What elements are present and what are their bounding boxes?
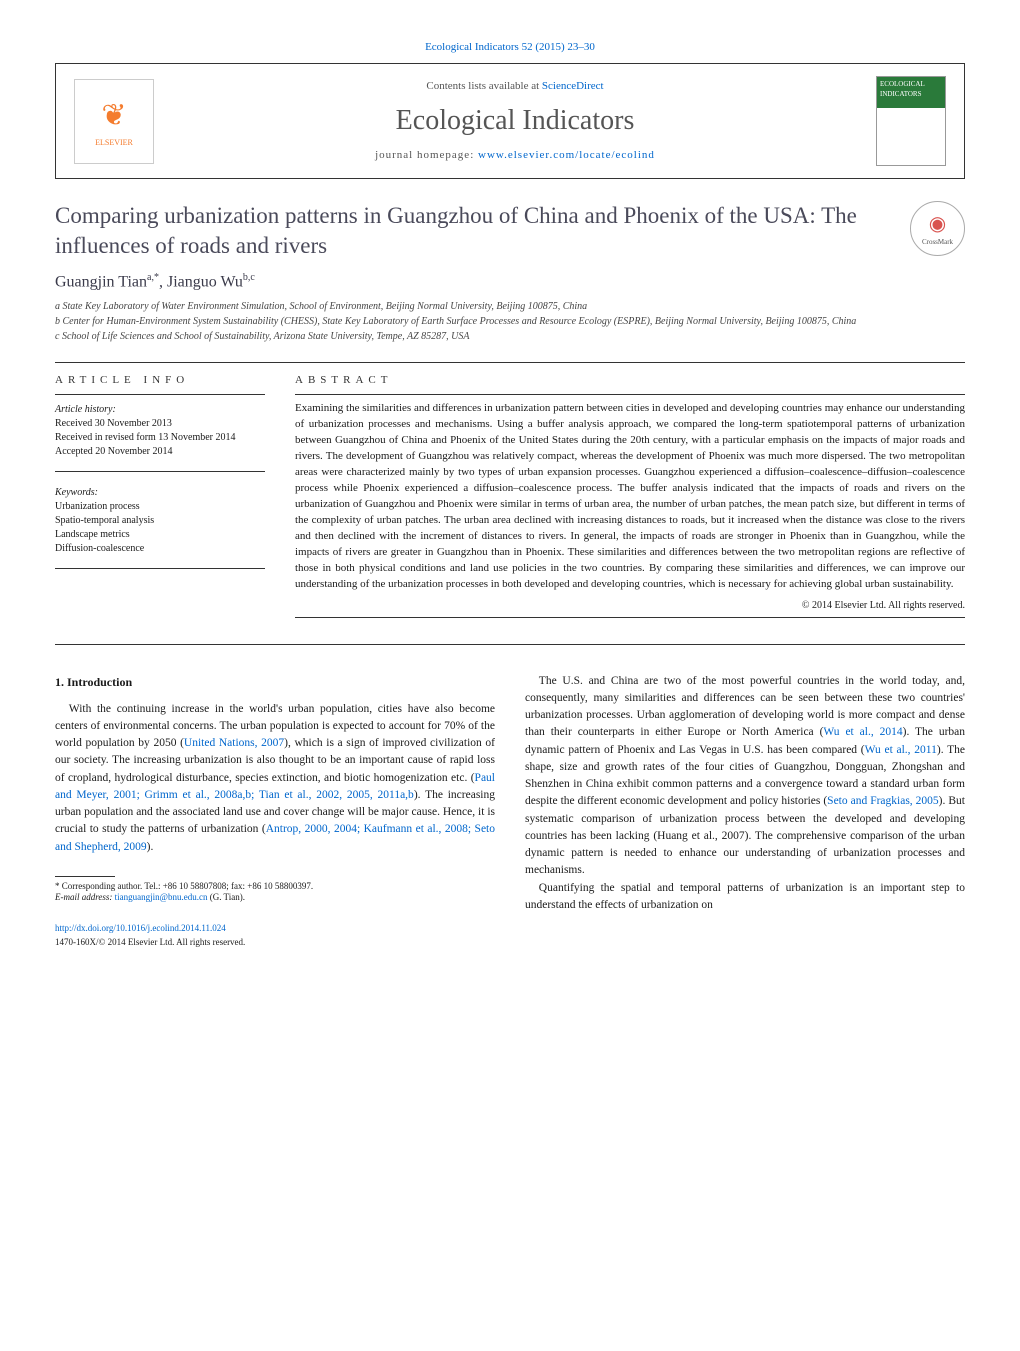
info-rule-1 bbox=[55, 394, 265, 395]
email-suffix: (G. Tian). bbox=[207, 892, 245, 902]
p1-d: ). bbox=[147, 841, 154, 853]
authors-line: Guangjin Tiana,*, Jianguo Wub,c bbox=[55, 271, 965, 294]
ref-wu2014[interactable]: Wu et al., 2014 bbox=[823, 726, 902, 738]
affiliation-c: c School of Life Sciences and School of … bbox=[55, 330, 965, 344]
abstract-block: abstract Examining the similarities and … bbox=[295, 373, 965, 624]
column-right: The U.S. and China are two of the most p… bbox=[525, 673, 965, 950]
corr-email-link[interactable]: tianguangjin@bnu.edu.cn bbox=[115, 892, 208, 902]
sciencedirect-link[interactable]: ScienceDirect bbox=[542, 80, 604, 92]
divider-top bbox=[55, 362, 965, 363]
corr-line: * Corresponding author. Tel.: +86 10 588… bbox=[55, 881, 495, 893]
keyword-2: Landscape metrics bbox=[55, 528, 265, 542]
contents-line: Contents lists available at ScienceDirec… bbox=[154, 79, 876, 94]
column-left: 1. Introduction With the continuing incr… bbox=[55, 673, 495, 950]
crossmark-icon: ◉ bbox=[929, 210, 946, 238]
abstract-rule bbox=[295, 394, 965, 395]
crossmark-label: CrossMark bbox=[922, 238, 953, 248]
section-1-p1: With the continuing increase in the worl… bbox=[55, 701, 495, 856]
journal-homepage-line: journal homepage: www.elsevier.com/locat… bbox=[154, 148, 876, 163]
abstract-heading: abstract bbox=[295, 373, 965, 388]
info-rule-2 bbox=[55, 471, 265, 472]
keywords-heading: Keywords: bbox=[55, 486, 265, 500]
corresponding-footnote: * Corresponding author. Tel.: +86 10 588… bbox=[55, 881, 495, 904]
homepage-prefix: journal homepage: bbox=[375, 149, 478, 161]
ref-seto2005[interactable]: Seto and Fragkias, 2005 bbox=[827, 795, 939, 807]
keyword-1: Spatio-temporal analysis bbox=[55, 514, 265, 528]
affiliation-a: a State Key Laboratory of Water Environm… bbox=[55, 300, 965, 314]
ref-un2007[interactable]: United Nations, 2007 bbox=[184, 737, 284, 749]
keyword-3: Diffusion-coalescence bbox=[55, 542, 265, 556]
elsevier-name: ELSEVIER bbox=[95, 137, 133, 148]
section-1-heading: 1. Introduction bbox=[55, 673, 495, 691]
keyword-0: Urbanization process bbox=[55, 500, 265, 514]
header-center: Contents lists available at ScienceDirec… bbox=[154, 79, 876, 163]
section-1-p2: The U.S. and China are two of the most p… bbox=[525, 673, 965, 880]
doi-block: http://dx.doi.org/10.1016/j.ecolind.2014… bbox=[55, 922, 495, 949]
homepage-link[interactable]: www.elsevier.com/locate/ecolind bbox=[478, 149, 655, 161]
article-title: Comparing urbanization patterns in Guang… bbox=[55, 201, 890, 261]
journal-name: Ecological Indicators bbox=[154, 101, 876, 140]
crossmark-badge[interactable]: ◉ CrossMark bbox=[910, 201, 965, 256]
history-received: Received 30 November 2013 bbox=[55, 417, 265, 431]
elsevier-logo: ❦ ELSEVIER bbox=[74, 79, 154, 164]
journal-header-box: ❦ ELSEVIER Contents lists available at S… bbox=[55, 63, 965, 179]
info-rule-3 bbox=[55, 568, 265, 569]
author-sep: , Jianguo Wu bbox=[159, 274, 243, 291]
email-label: E-mail address: bbox=[55, 892, 115, 902]
section-1-p3: Quantifying the spatial and temporal pat… bbox=[525, 880, 965, 915]
history-revised: Received in revised form 13 November 201… bbox=[55, 431, 265, 445]
affiliation-b: b Center for Human-Environment System Su… bbox=[55, 315, 965, 329]
ref-wu2011[interactable]: Wu et al., 2011 bbox=[865, 744, 937, 756]
contents-prefix: Contents lists available at bbox=[426, 80, 541, 92]
affiliations: a State Key Laboratory of Water Environm… bbox=[55, 300, 965, 344]
article-info-heading: article info bbox=[55, 373, 265, 388]
p2-d: ). But systematic comparison of urbaniza… bbox=[525, 795, 965, 876]
journal-cover-thumbnail: ECOLOGICAL INDICATORS bbox=[876, 76, 946, 166]
author-1-sup: a,* bbox=[147, 272, 159, 283]
history-heading: Article history: bbox=[55, 403, 265, 417]
abstract-rule-bottom bbox=[295, 617, 965, 618]
top-citation: Ecological Indicators 52 (2015) 23–30 bbox=[55, 40, 965, 55]
elsevier-tree-icon: ❦ bbox=[101, 95, 126, 137]
author-1: Guangjin Tian bbox=[55, 274, 147, 291]
footnote-rule bbox=[55, 876, 115, 877]
history-accepted: Accepted 20 November 2014 bbox=[55, 445, 265, 459]
article-info-block: article info Article history: Received 3… bbox=[55, 373, 265, 624]
abstract-text: Examining the similarities and differenc… bbox=[295, 401, 965, 592]
cover-label: ECOLOGICAL INDICATORS bbox=[880, 80, 924, 98]
divider-mid bbox=[55, 644, 965, 645]
issn-copyright: 1470-160X/© 2014 Elsevier Ltd. All right… bbox=[55, 936, 495, 950]
author-2-sup: b,c bbox=[243, 272, 255, 283]
doi-link[interactable]: http://dx.doi.org/10.1016/j.ecolind.2014… bbox=[55, 923, 226, 933]
abstract-copyright: © 2014 Elsevier Ltd. All rights reserved… bbox=[295, 599, 965, 613]
